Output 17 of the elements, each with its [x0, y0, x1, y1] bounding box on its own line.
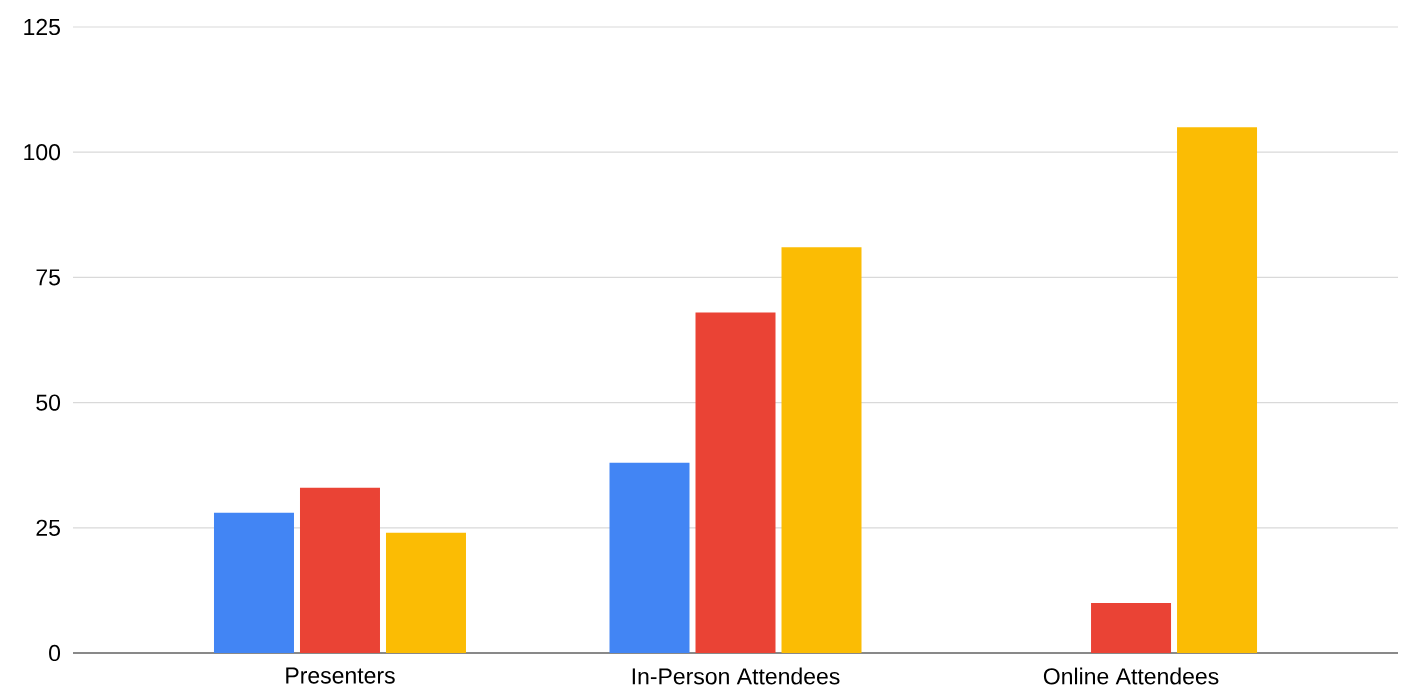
y-tick-label: 50: [36, 394, 61, 411]
x-tick-label: In-Person Attendees: [632, 667, 840, 685]
bar: [1177, 127, 1258, 653]
bar: [695, 312, 776, 653]
bar: [213, 512, 294, 653]
y-tick-label: 75: [36, 269, 60, 286]
y-tick-label: 100: [24, 144, 61, 161]
bar: [609, 462, 690, 653]
bar: [385, 532, 466, 653]
bar: [781, 247, 862, 653]
x-tick-label: Presenters: [286, 667, 395, 684]
y-tick-label: 25: [36, 519, 60, 536]
y-tick-label: 125: [24, 18, 60, 36]
bar: [1091, 602, 1172, 653]
y-tick-label: 0: [49, 644, 61, 662]
bar: [299, 487, 380, 653]
x-tick-label: Online Attendees: [1043, 667, 1219, 685]
